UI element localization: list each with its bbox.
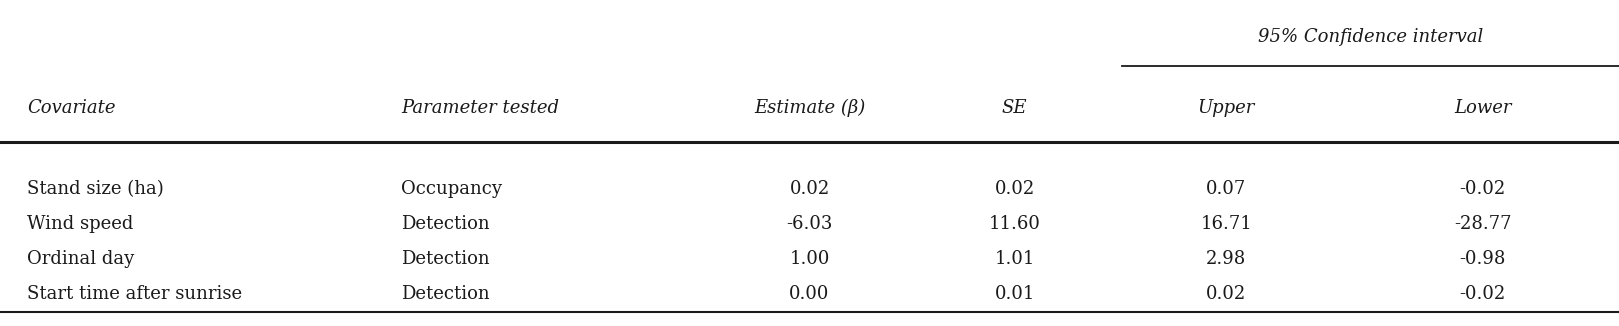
Text: 11.60: 11.60 — [989, 215, 1041, 233]
Text: 1.00: 1.00 — [790, 250, 829, 268]
Text: Upper: Upper — [1198, 98, 1255, 116]
Text: SE: SE — [1002, 98, 1028, 116]
Text: 0.01: 0.01 — [994, 285, 1035, 303]
Text: Parameter tested: Parameter tested — [402, 98, 559, 116]
Text: Occupancy: Occupancy — [402, 180, 502, 198]
Text: Covariate: Covariate — [28, 98, 117, 116]
Text: -28.77: -28.77 — [1454, 215, 1512, 233]
Text: 0.02: 0.02 — [790, 180, 829, 198]
Text: -0.02: -0.02 — [1460, 180, 1506, 198]
Text: Detection: Detection — [402, 215, 489, 233]
Text: Ordinal day: Ordinal day — [28, 250, 134, 268]
Text: 1.01: 1.01 — [994, 250, 1035, 268]
Text: Detection: Detection — [402, 250, 489, 268]
Text: Estimate (β): Estimate (β) — [754, 98, 865, 117]
Text: Detection: Detection — [402, 285, 489, 303]
Text: 16.71: 16.71 — [1200, 215, 1251, 233]
Text: 0.02: 0.02 — [994, 180, 1035, 198]
Text: 95% Confidence interval: 95% Confidence interval — [1258, 28, 1483, 46]
Text: Lower: Lower — [1454, 98, 1512, 116]
Text: 0.00: 0.00 — [790, 285, 829, 303]
Text: -0.98: -0.98 — [1459, 250, 1506, 268]
Text: Wind speed: Wind speed — [28, 215, 134, 233]
Text: -6.03: -6.03 — [787, 215, 832, 233]
Text: Start time after sunrise: Start time after sunrise — [28, 285, 243, 303]
Text: -0.02: -0.02 — [1460, 285, 1506, 303]
Text: 0.07: 0.07 — [1206, 180, 1247, 198]
Text: Stand size (ha): Stand size (ha) — [28, 180, 164, 198]
Text: 2.98: 2.98 — [1206, 250, 1247, 268]
Text: 0.02: 0.02 — [1206, 285, 1247, 303]
